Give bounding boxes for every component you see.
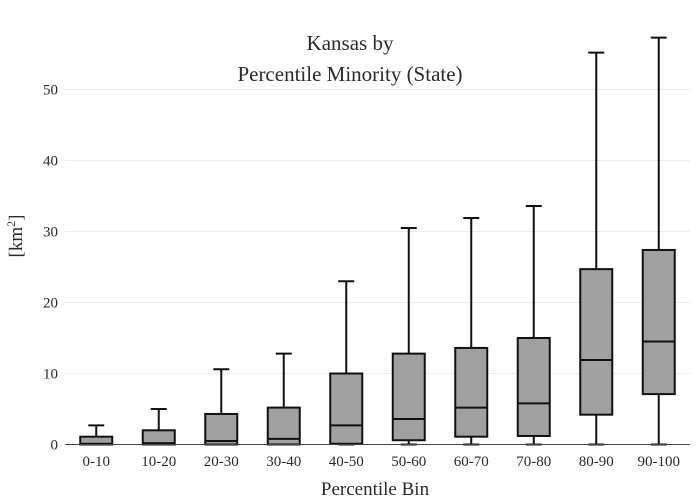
- y-tick-label: 30: [43, 225, 58, 241]
- x-tick-label: 90-100: [638, 454, 681, 470]
- box-series: [79, 36, 676, 446]
- y-tick-label: 0: [51, 438, 59, 454]
- box-group: [204, 368, 239, 446]
- box-group: [329, 280, 364, 446]
- x-tick-label: 60-70: [454, 454, 489, 470]
- y-axis-title-superscript: 2: [4, 221, 18, 227]
- box-group: [579, 51, 614, 446]
- y-tick-label: 50: [43, 83, 58, 99]
- box-group: [391, 226, 426, 446]
- x-tick-labels: 0-10 10-20 20-30 30-40 40-50 50-60 60-70 70-80 8…: [83, 454, 681, 470]
- x-axis-title: Percentile Bin: [321, 479, 430, 500]
- y-tick-label: 10: [43, 367, 58, 383]
- y-axis-title-close: ]: [6, 215, 27, 221]
- x-tick-label: 10-20: [141, 454, 176, 470]
- x-tick-label: 40-50: [329, 454, 364, 470]
- x-tick-label: 30-40: [266, 454, 301, 470]
- chart-title-line-2: Percentile Minority (State): [237, 62, 462, 86]
- box-group: [266, 352, 301, 446]
- box-group: [641, 36, 676, 446]
- box: [641, 248, 676, 396]
- box-group: [141, 408, 176, 446]
- y-axis-title: [km2]: [4, 215, 27, 258]
- x-tick-label: 20-30: [204, 454, 239, 470]
- box-group: [79, 424, 114, 446]
- y-tick-labels: 0 10 20 30 40 50: [43, 83, 58, 454]
- y-axis-title-base: [km: [6, 227, 27, 258]
- box-group: [516, 204, 551, 446]
- x-tick-label: 70-80: [516, 454, 551, 470]
- box-group: [454, 217, 489, 446]
- y-tick-label: 20: [43, 296, 58, 312]
- box: [579, 268, 614, 416]
- box: [516, 337, 551, 437]
- chart-title-line-1: Kansas by: [307, 31, 394, 55]
- box: [454, 346, 489, 438]
- box: [391, 352, 426, 442]
- x-tick-label: 50-60: [391, 454, 426, 470]
- y-tick-label: 40: [43, 154, 58, 170]
- x-tick-label: 80-90: [579, 454, 614, 470]
- box: [204, 412, 239, 446]
- x-tick-label: 0-10: [83, 454, 111, 470]
- box: [329, 372, 364, 445]
